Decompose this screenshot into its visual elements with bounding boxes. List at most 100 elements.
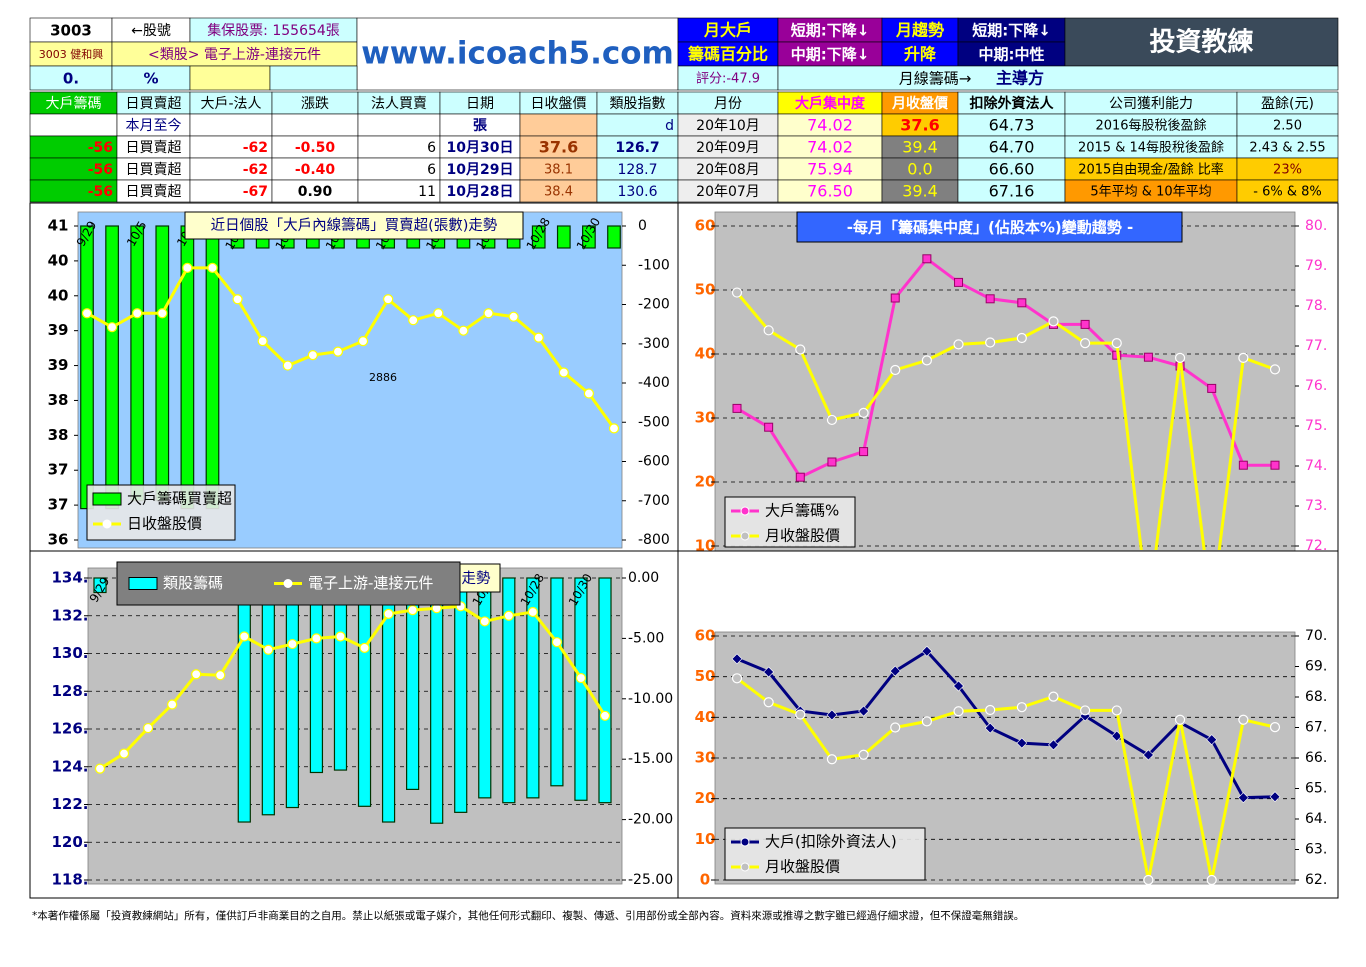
bar [502,577,516,804]
y2-tick-label: -700 [638,493,670,509]
mid-term-2-cell [957,41,1066,67]
change: 0. [63,70,79,88]
point [1111,338,1122,349]
legend-swatch [92,492,122,506]
sector: <類股> 電子上游-連接元件 [148,46,321,63]
point [1269,721,1281,733]
title-box [184,211,524,240]
y-tick-label: 126. [51,720,88,738]
table-cell-cell [29,113,118,137]
series-group [80,225,621,510]
series-group [731,645,1281,886]
column-header: 公司獲利能力 [1109,96,1193,112]
point [890,722,901,733]
point [167,699,178,710]
point [921,645,933,657]
point [985,704,996,716]
y2-tick-label: -300 [638,336,670,352]
title-box [796,211,1183,243]
series-line [736,256,1275,480]
point [859,447,869,457]
point [985,294,995,304]
series-group [93,577,612,824]
column-header: 扣除外資法人 [970,95,1055,112]
bar [309,577,324,774]
y2-tick-label: 78. [1305,298,1327,314]
column-header: 漲跌 [301,96,329,112]
table-cell: 20年10月 [696,118,760,134]
table-cell-cell [271,113,359,137]
stock-code: 3003 [50,22,92,40]
point [953,706,964,717]
table-cell-cell [189,113,273,137]
point [311,633,322,644]
point [1174,714,1186,725]
column-header: 大戶-法人 [200,96,261,112]
pct-cell [111,65,191,91]
bar [550,577,564,787]
legend-swatch [740,506,750,516]
short-term: 短期:下降↓ [791,22,870,40]
column-header: 日期 [466,96,494,112]
point [81,308,93,319]
point [858,705,870,717]
month-big: 月大戶 [703,21,752,40]
table-cell: 23% [1273,163,1302,178]
column-header: 月份 [714,96,742,112]
point [953,680,964,692]
table-cell: - 6% & 8% [1253,185,1321,200]
y-tick-label: 128. [51,682,88,700]
point [503,610,514,621]
y2-tick-label: 64. [1305,811,1327,827]
legend-label: 大戶(扣除外資法人) [765,833,897,851]
y-tick-label: 30 [695,749,716,767]
table-cell: 日買賣超 [126,184,182,200]
y-tick-label: 50 [695,281,716,299]
legend-swatch [102,519,112,529]
column-header: 法人買賣 [371,96,427,112]
table-cell: 74.02 [807,138,853,157]
point [383,608,394,619]
lead-label: 月線籌碼→ [899,70,972,88]
table-cell: 130.6 [617,184,657,200]
y-tick-label: 40 [695,345,716,363]
point [953,339,964,350]
footer: *本著作權係屬「投資教練網站」所有，僅供訂戶非商業目的之自用。禁止以紙張或電子媒… [32,909,1024,922]
point [583,388,595,399]
point [307,349,318,361]
table-cell: 64.73 [989,116,1035,135]
point [479,616,490,627]
point [408,315,419,326]
point [890,293,900,303]
y2-tick-label: 79. [1305,258,1327,274]
table-cell: 5年平均 & 10年平均 [1090,185,1211,200]
point [1080,319,1090,329]
bar [478,577,492,799]
y-tick-label: 37 [48,461,69,479]
y-tick-label: 10 [695,830,716,848]
y-tick-label: 60 [695,627,716,645]
table-cell: 2.50 [1273,119,1302,134]
y2-tick-label: 69. [1305,659,1327,675]
point [795,344,806,355]
point [826,414,838,426]
series-line [736,649,1276,800]
table-cell: 64.70 [989,138,1035,157]
point [239,631,250,642]
table-cell: 126.7 [615,140,659,156]
code-label-cell [111,17,191,43]
point [1269,364,1281,375]
point [732,403,742,413]
trend-dir-cell [881,41,959,67]
bar [80,225,94,510]
bar [526,577,540,799]
point [182,262,193,273]
point [282,360,293,371]
point [1143,352,1153,362]
y2-tick-label: -10.00 [628,691,673,707]
point [1143,874,1154,886]
point [407,604,418,616]
table-cell: -67 [243,184,268,200]
point [483,308,494,319]
